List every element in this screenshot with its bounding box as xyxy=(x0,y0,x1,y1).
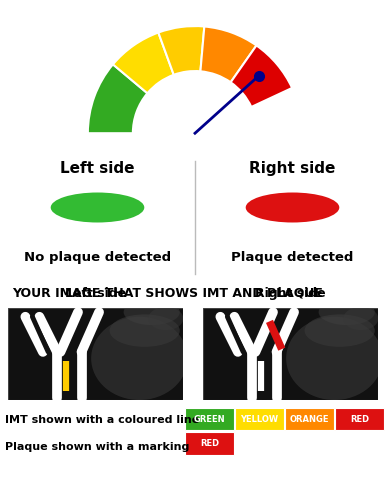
Text: Left side: Left side xyxy=(60,161,135,176)
Wedge shape xyxy=(113,32,174,94)
Ellipse shape xyxy=(110,314,180,347)
Ellipse shape xyxy=(51,192,144,222)
Text: YELLOW: YELLOW xyxy=(241,414,278,424)
Text: GREEN: GREEN xyxy=(194,414,225,424)
Wedge shape xyxy=(158,26,204,75)
Ellipse shape xyxy=(124,299,180,325)
Ellipse shape xyxy=(286,317,383,400)
Ellipse shape xyxy=(91,317,188,400)
Wedge shape xyxy=(230,46,292,107)
Ellipse shape xyxy=(246,192,339,222)
Text: IMT shown with a coloured line: IMT shown with a coloured line xyxy=(5,415,199,425)
Ellipse shape xyxy=(343,307,378,330)
Bar xyxy=(185,408,234,430)
Text: ORANGE: ORANGE xyxy=(290,414,329,424)
Wedge shape xyxy=(200,26,257,82)
Text: RED: RED xyxy=(200,439,219,448)
Ellipse shape xyxy=(305,314,375,347)
Ellipse shape xyxy=(148,307,183,330)
Bar xyxy=(285,408,334,430)
Wedge shape xyxy=(88,64,147,133)
Text: Plaque shown with a marking: Plaque shown with a marking xyxy=(5,442,190,452)
Bar xyxy=(235,408,284,430)
Bar xyxy=(335,408,384,430)
Text: RED: RED xyxy=(350,414,369,424)
Bar xyxy=(185,432,234,455)
Text: Right side: Right side xyxy=(255,287,326,300)
Text: Right side: Right side xyxy=(249,161,336,176)
Text: Left side: Left side xyxy=(65,287,126,300)
Text: YOUR IMAGE THAT SHOWS IMT AND PLAQUE: YOUR IMAGE THAT SHOWS IMT AND PLAQUE xyxy=(12,286,323,300)
Text: No plaque detected: No plaque detected xyxy=(24,251,171,264)
Ellipse shape xyxy=(319,299,375,325)
Text: Plaque detected: Plaque detected xyxy=(231,251,354,264)
